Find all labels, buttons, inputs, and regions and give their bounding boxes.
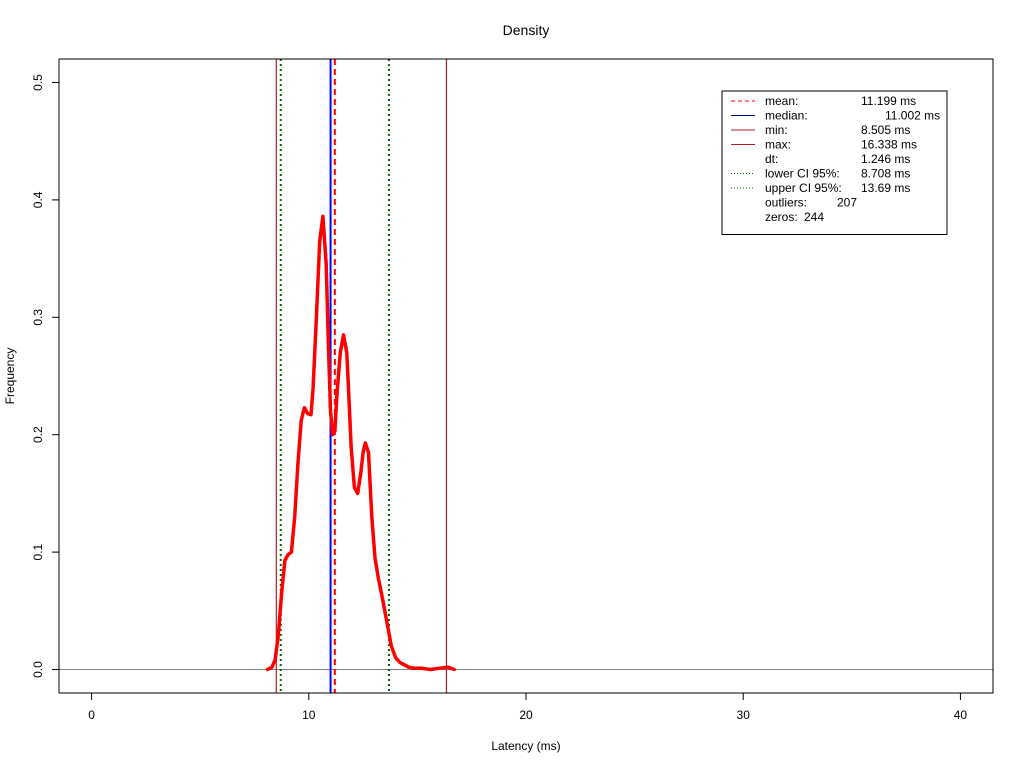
legend-value: 8.708 ms: [861, 167, 910, 181]
legend-value: 11.002 ms: [885, 109, 940, 123]
x-tick-label: 40: [954, 708, 968, 722]
y-tick-label: 0.1: [31, 543, 45, 560]
density-curve: [265, 214, 457, 672]
legend-label: upper CI 95%:: [765, 181, 842, 195]
axes-layer: 0 10 20 30 40 0.0 0.1 0.2 0.3 0.4 0.5: [31, 74, 967, 722]
y-tick-label: 0.4: [31, 191, 45, 208]
legend-label: dt:: [765, 152, 778, 166]
legend-label: max:: [765, 138, 791, 152]
legend-value: 16.338 ms: [861, 138, 917, 152]
legend-label: zeros:: [765, 210, 798, 224]
y-tick-label: 0.2: [31, 426, 45, 443]
legend-value: 244: [804, 210, 824, 224]
y-tick-label: 0.5: [31, 74, 45, 91]
x-tick-label: 10: [302, 708, 316, 722]
plot-layer: [59, 59, 993, 693]
legend-value: 11.199 ms: [861, 94, 916, 108]
x-tick-label: 20: [519, 708, 533, 722]
legend-label: min:: [765, 123, 788, 137]
y-tick-label: 0.0: [31, 661, 45, 678]
x-tick-label: 30: [737, 708, 751, 722]
legend: mean: 11.199 ms median: 11.002 ms min: 8.505 …: [721, 90, 948, 235]
legend-value: 1.246 ms: [861, 152, 910, 166]
legend-value: 8.505 ms: [861, 123, 910, 137]
legend-value: 13.69 ms: [861, 181, 910, 195]
chart-title: Density: [503, 22, 550, 38]
legend-label: mean:: [765, 94, 798, 108]
y-tick-label: 0.3: [31, 309, 45, 326]
x-axis-label: Latency (ms): [491, 739, 560, 753]
legend-box: [721, 90, 948, 235]
legend-label: outliers:: [765, 196, 807, 210]
legend-value: 207: [837, 196, 857, 210]
y-axis-label: Frequency: [3, 348, 17, 405]
x-tick-label: 0: [88, 708, 95, 722]
legend-label: lower CI 95%:: [765, 167, 840, 181]
legend-label: median:: [765, 109, 808, 123]
